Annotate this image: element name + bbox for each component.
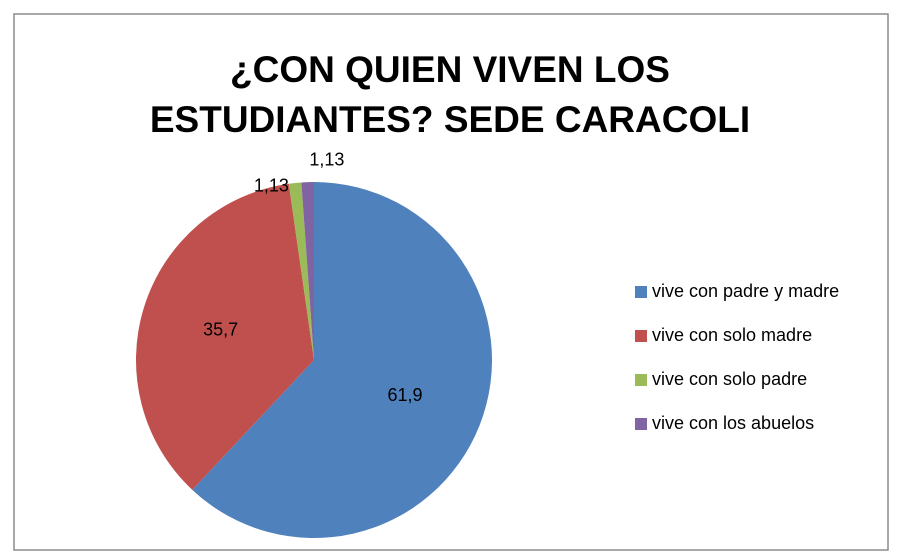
data-label: 35,7 [203,319,238,339]
legend-swatch [635,418,647,430]
legend-label: vive con solo padre [652,369,807,389]
pie-slice [301,182,314,360]
legend-label: vive con solo madre [652,325,812,345]
data-label: 1,13 [309,150,344,170]
legend-swatch [635,374,647,386]
legend-label: vive con los abuelos [652,413,814,433]
chart-title: ¿CON QUIEN VIVEN LOS [230,49,670,90]
pie-slice [136,183,314,490]
legend-label: vive con padre y madre [652,281,839,301]
chart-title: ESTUDIANTES? SEDE CARACOLI [150,99,750,140]
pie-slice [288,182,314,360]
legend-swatch [635,286,647,298]
data-label: 61,9 [388,385,423,405]
legend-swatch [635,330,647,342]
pie-slice [192,182,493,538]
data-label: 1,13 [254,175,289,195]
